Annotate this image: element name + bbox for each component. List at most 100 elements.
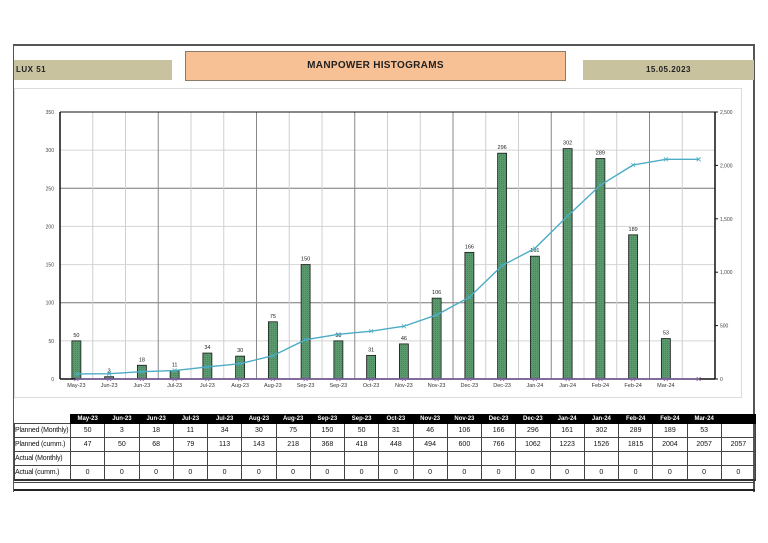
table-cell: 1526 [583,437,620,452]
table-cell: 189 [652,423,688,438]
table-cell: 46 [412,423,448,438]
table-cell: 0 [172,465,209,481]
report-frame [13,44,755,492]
x-category-label: Feb-24 [624,383,641,389]
line-marker [74,371,79,377]
bar-value-label: 50 [335,333,341,339]
table-cell [720,423,757,438]
table-cell [309,451,346,466]
line-marker [368,376,374,382]
x-category-label: Dec-23 [461,383,479,389]
table-column-header: Dec-23 [515,414,551,424]
table-cell: 50 [104,437,140,452]
line-marker [303,376,308,382]
line-marker [598,376,603,382]
bar-planned-monthly [169,370,180,380]
x-category-label: Aug-23 [264,383,282,389]
line-marker [270,353,276,359]
table-cell: 53 [686,423,722,438]
line-marker [205,376,210,382]
bar-planned-monthly [628,234,639,380]
line-marker [630,162,636,168]
table-cell: 289 [617,423,654,438]
table-row-label: Planned (Monthly) [14,423,71,438]
table-cell [583,451,620,466]
line-marker [139,369,145,375]
line-marker [336,332,341,337]
bar-value-label: 161 [530,248,539,254]
bar-value-label: 150 [301,257,310,263]
table-column-header: Feb-24 [652,414,688,424]
table-cell: 2057 [720,437,757,452]
table-cell: 161 [549,423,585,438]
table-cell [104,451,140,466]
table-column-header: Mar-24 [686,414,722,424]
cumulative-lines [74,157,701,382]
table-cell [343,451,380,466]
line-marker [565,376,570,382]
table-cell [720,451,757,466]
x-category-label: May-23 [67,383,85,389]
table-column-header: Jan-24 [549,414,585,424]
table-column-header: Aug-23 [241,414,277,424]
table-cell: 75 [275,423,311,438]
planned-cumm-line [76,158,699,375]
table-cell: 0 [549,465,585,481]
table-cell: 3 [104,423,140,438]
table-column-header: Feb-24 [617,414,654,424]
table-cell: 0 [446,465,483,481]
line-marker [467,376,472,382]
bar-value-label: 289 [596,151,605,157]
table-cell: 0 [515,465,551,481]
right-tick-label: 2,500 [720,110,733,116]
x-category-label: Aug-23 [231,383,249,389]
line-marker [663,376,669,382]
bar-value-label: 189 [629,227,638,233]
table-cell: 143 [241,437,277,452]
x-category-label: Jan-24 [526,383,543,389]
table-cell [275,451,311,466]
table-cell [686,451,722,466]
table-cell [172,451,209,466]
table-cell [480,451,517,466]
table-cell: 218 [275,437,311,452]
table-cell: 18 [138,423,174,438]
x-category-label: Feb-24 [592,383,609,389]
bar-planned-monthly [660,338,671,380]
x-category-label: Jun-23 [133,383,150,389]
table-cell: 0 [617,465,654,481]
table-cell: 0 [343,465,380,481]
bar-value-label: 106 [432,290,441,296]
line-marker [172,368,177,373]
table-row-label: Planned (cumm.) [14,437,71,452]
table-cell: 0 [720,465,757,481]
bar-planned-monthly [595,158,606,380]
left-tick-label: 200 [46,224,55,230]
line-marker [106,371,112,376]
table-cell: 11 [172,423,209,438]
project-name: LUX 51 [14,60,172,80]
table-cell: 0 [309,465,346,481]
x-category-label: Jul-23 [200,383,215,389]
table-column-header: Jan-24 [583,414,620,424]
table-cell: 1062 [515,437,551,452]
bar-value-label: 50 [73,333,79,339]
line-marker [237,361,243,367]
table-cell: 79 [172,437,209,452]
table-column-header: Dec-23 [480,414,517,424]
line-marker [74,376,79,382]
table-row-label: Actual (Monthly) [14,451,71,466]
bar-planned-monthly [398,343,409,380]
axis-labels: 05010015020025030035005001,0001,5002,000… [46,110,733,389]
table-cell: 2057 [686,437,722,452]
table-cell [241,451,277,466]
table-cell: 0 [275,465,311,481]
line-marker [696,376,701,382]
left-tick-label: 350 [46,110,55,116]
bar-value-label: 75 [270,314,276,320]
line-marker [139,376,145,382]
bar-value-label: 46 [401,336,407,342]
x-category-label: Oct-23 [363,383,380,389]
left-tick-label: 100 [46,301,55,307]
table-cell: 1815 [617,437,654,452]
